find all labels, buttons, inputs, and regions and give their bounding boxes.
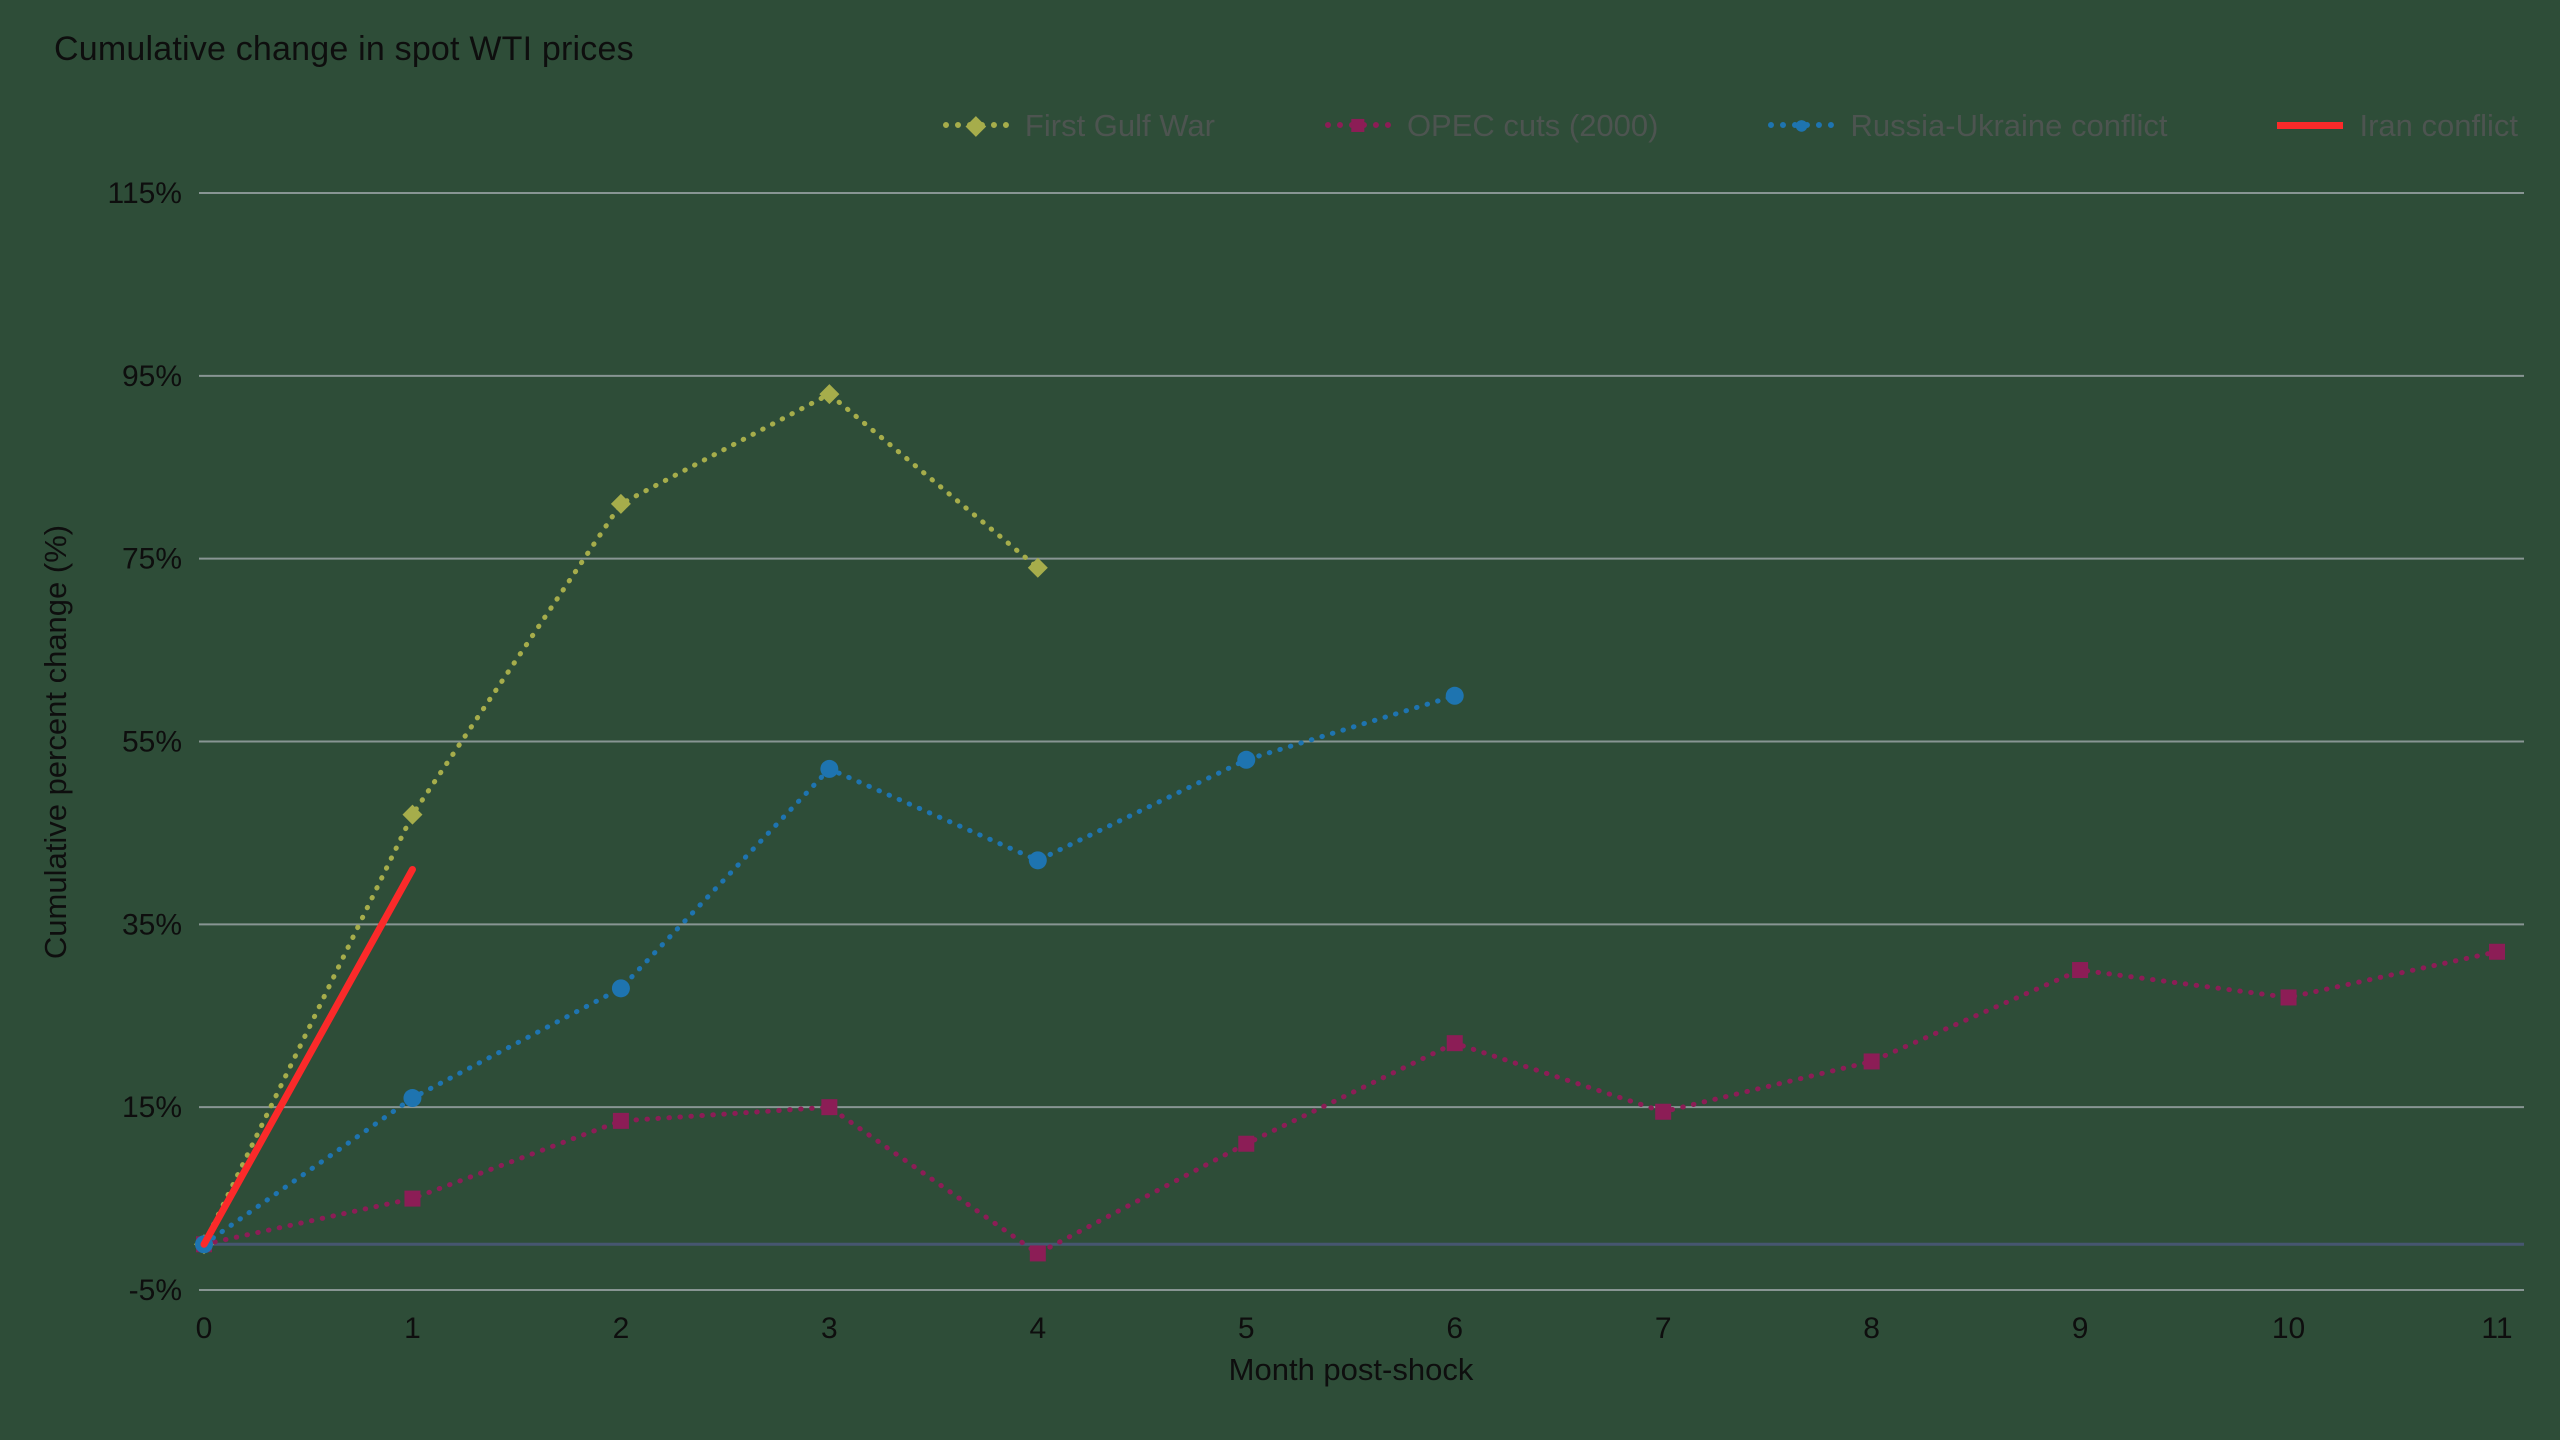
series-marker-1 xyxy=(612,1112,629,1129)
x-tick-label: 0 xyxy=(196,1312,213,1345)
y-tick-label: -5% xyxy=(129,1274,182,1307)
series-line-1 xyxy=(201,949,2500,1256)
x-tick-label: 5 xyxy=(1238,1312,1255,1345)
legend-item-iran-conflict[interactable]: Iran conflict xyxy=(2277,108,2518,144)
x-tick-label: 11 xyxy=(2481,1312,2512,1345)
series-marker-2 xyxy=(403,1089,422,1108)
series-marker-1 xyxy=(1655,1103,1672,1120)
legend-line-sample xyxy=(1768,122,1835,128)
legend-line-sample xyxy=(1324,122,1391,128)
series-marker-2 xyxy=(611,979,630,998)
x-tick-label: 2 xyxy=(613,1312,630,1345)
chart-title: Cumulative change in spot WTI prices xyxy=(54,30,634,68)
series-marker-0 xyxy=(1027,557,1048,578)
legend-swatch-russia-ukraine: ● xyxy=(1768,108,1835,144)
x-tick-label: 9 xyxy=(2072,1312,2089,1345)
legend-label-opec-cuts: OPEC cuts (2000) xyxy=(1406,108,1659,143)
series-marker-1 xyxy=(404,1190,421,1207)
square-marker-icon: ■ xyxy=(1349,109,1367,140)
series-marker-1 xyxy=(2280,989,2297,1006)
series-marker-0 xyxy=(819,384,840,405)
x-tick-label: 1 xyxy=(404,1312,421,1345)
series-line-3 xyxy=(200,865,416,1248)
legend-swatch-first-gulf-war: ◆ xyxy=(942,108,1009,144)
y-tick-label: 15% xyxy=(122,1091,182,1124)
y-tick-label: 95% xyxy=(122,360,182,393)
legend-line-sample xyxy=(2277,122,2344,129)
legend-swatch-opec-cuts: ■ xyxy=(1324,108,1391,144)
legend: ◆ First Gulf War ■ OPEC cuts (2000) ● Ru… xyxy=(942,108,2518,144)
series-marker-1 xyxy=(821,1099,838,1116)
legend-item-first-gulf-war[interactable]: ◆ First Gulf War xyxy=(942,108,1215,144)
x-tick-label: 8 xyxy=(1863,1312,1880,1345)
series-marker-2 xyxy=(1237,750,1256,769)
series-marker-2 xyxy=(820,759,839,778)
x-axis-label: Month post-shock xyxy=(1228,1352,1474,1387)
x-tick-label: 4 xyxy=(1029,1312,1046,1345)
legend-label-iran-conflict: Iran conflict xyxy=(2359,108,2518,143)
diamond-marker-icon: ◆ xyxy=(965,109,987,140)
y-tick-label: 55% xyxy=(122,726,182,759)
y-tick-label: 75% xyxy=(122,543,182,576)
series-marker-1 xyxy=(1238,1135,1255,1152)
series-marker-0 xyxy=(610,493,631,514)
y-tick-label: 115% xyxy=(107,177,182,210)
circle-marker-icon: ● xyxy=(1793,109,1810,140)
x-tick-label: 7 xyxy=(1655,1312,1672,1345)
x-tick-label: 6 xyxy=(1446,1312,1463,1345)
legend-label-russia-ukraine: Russia-Ukraine conflict xyxy=(1850,108,2168,143)
legend-line-sample xyxy=(942,122,1009,128)
series-marker-1 xyxy=(2072,962,2089,979)
series-marker-2 xyxy=(1445,686,1464,705)
legend-item-russia-ukraine[interactable]: ● Russia-Ukraine conflict xyxy=(1768,108,2167,144)
x-tick-label: 10 xyxy=(2272,1312,2305,1345)
series-marker-1 xyxy=(1863,1053,1880,1070)
y-tick-label: 35% xyxy=(122,908,182,941)
series-line-0 xyxy=(201,391,1041,1247)
series-marker-1 xyxy=(1446,1035,1463,1052)
legend-item-opec-cuts[interactable]: ■ OPEC cuts (2000) xyxy=(1324,108,1659,144)
series-line-2 xyxy=(201,693,1458,1247)
series-marker-1 xyxy=(2489,943,2505,960)
legend-swatch-iran-conflict xyxy=(2277,108,2344,144)
series-marker-0 xyxy=(402,804,423,825)
x-tick-label: 3 xyxy=(821,1312,838,1345)
series-marker-1 xyxy=(1029,1245,1046,1262)
series-marker-2 xyxy=(1028,851,1047,870)
legend-label-first-gulf-war: First Gulf War xyxy=(1024,108,1215,143)
